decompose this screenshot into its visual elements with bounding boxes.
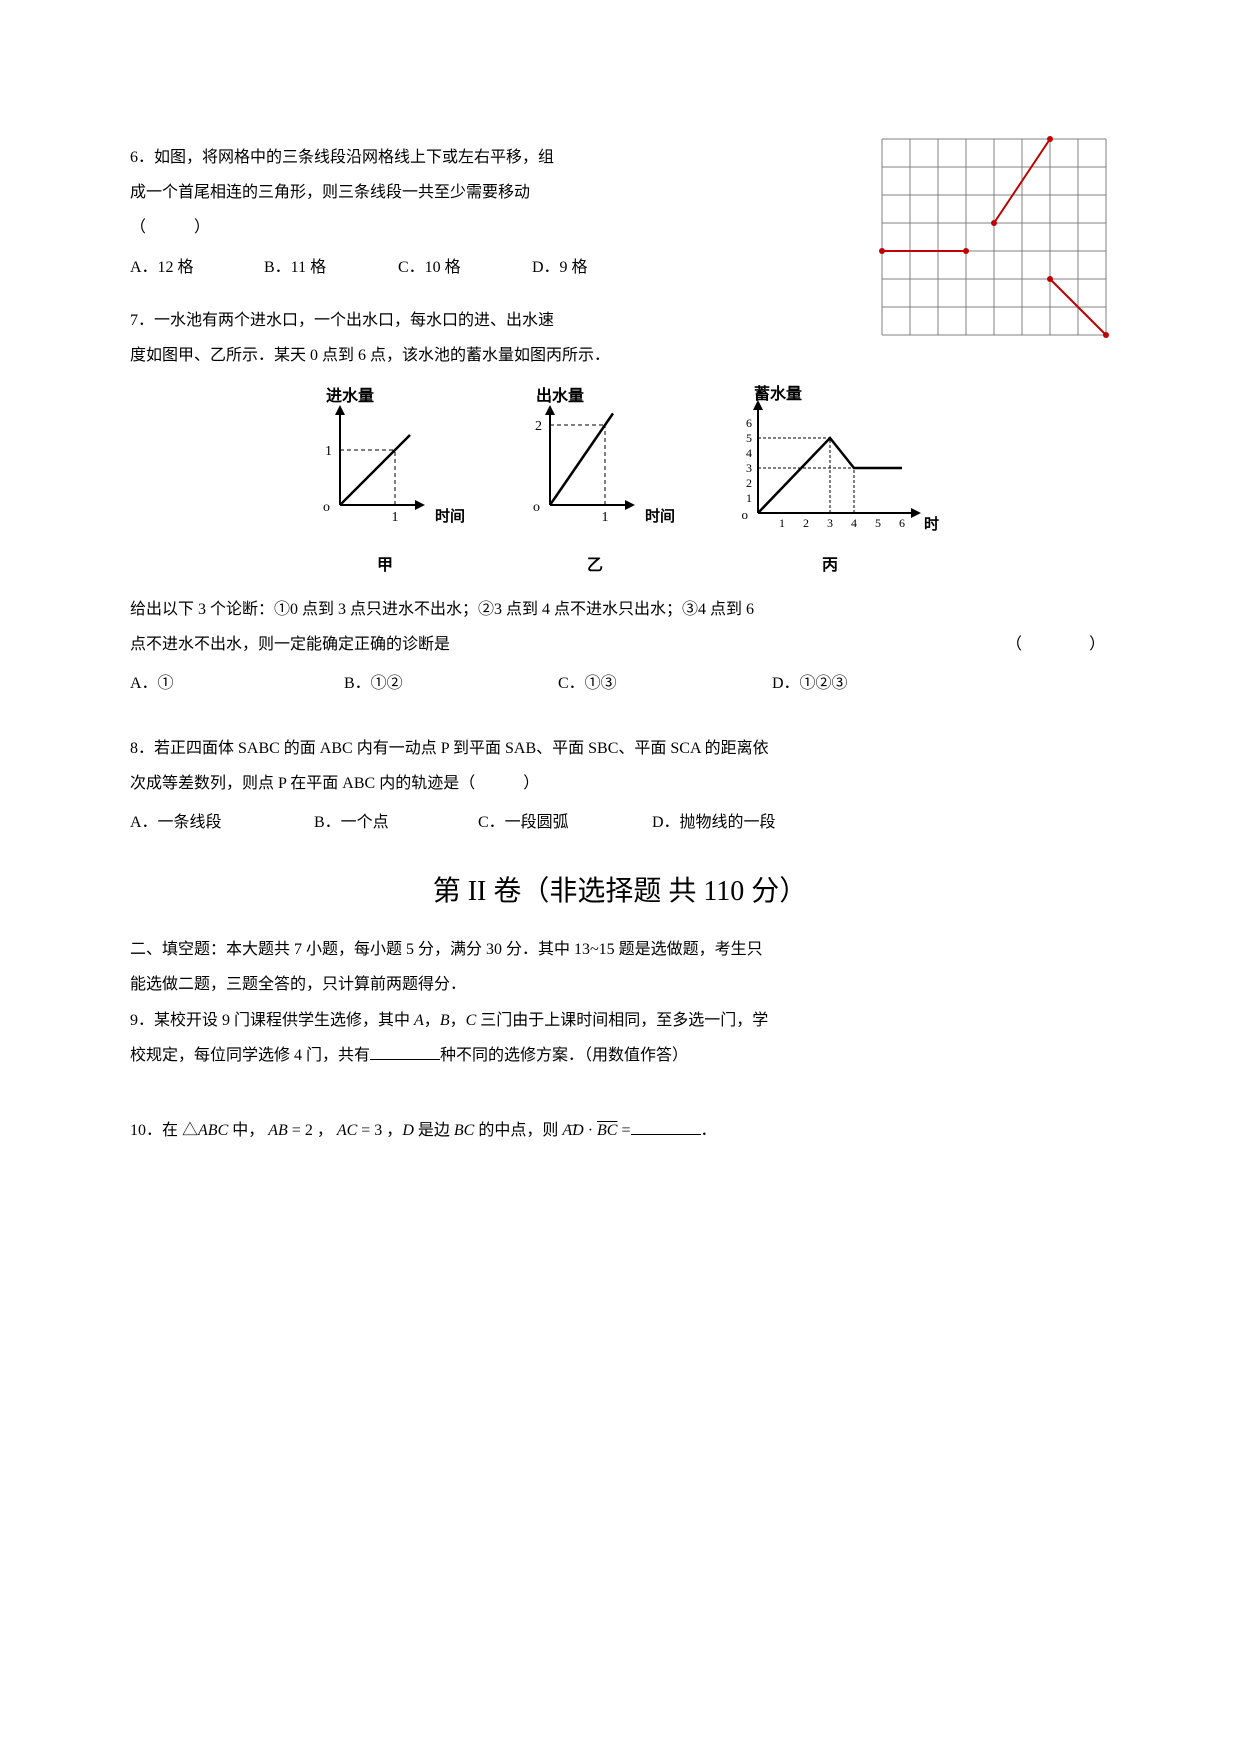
q9-A: A [414, 1012, 424, 1029]
svg-text:o: o [323, 500, 330, 515]
question-8: 8．若正四面体 SABC 的面 ABC 内有一动点 P 到平面 SAB、平面 S… [130, 731, 1110, 841]
svg-text:2: 2 [535, 419, 542, 434]
q8-opt-b: B．一个点 [314, 805, 474, 840]
q9-line2-pre: 校规定，每位同学选修 4 门，共有 [130, 1047, 370, 1064]
q9-C: C [466, 1012, 477, 1029]
caption-yi: 乙 [492, 548, 698, 583]
svg-text:6: 6 [899, 516, 905, 530]
svg-text:1: 1 [392, 510, 399, 525]
q10-end: ． [701, 1122, 717, 1139]
svg-text:3: 3 [746, 461, 752, 475]
q9-blank [370, 1043, 440, 1060]
svg-text:1: 1 [602, 510, 609, 525]
q9-pre: 9．某校开设 9 门课程供学生选修，其中 [130, 1012, 414, 1029]
svg-text:2: 2 [803, 516, 809, 530]
q7-line2: 度如图甲、乙所示．某天 0 点到 6 点，该水池的蓄水量如图丙所示． [130, 338, 1110, 373]
q10-dot: · [584, 1122, 597, 1139]
question-9: 9．某校开设 9 门课程供学生选修，其中 A，B，C 三门由于上课时间相同，至多… [130, 1003, 1110, 1073]
svg-text:4: 4 [746, 446, 752, 460]
fill-instr-2: 能选做二题，三题全答的，只计算前两题得分． [130, 967, 1110, 1002]
caption-bing: 丙 [702, 548, 958, 583]
q6-opt-a: A．12 格 [130, 250, 260, 285]
chart-bing: 蓄水量o123456123456时间 [720, 385, 940, 535]
q9-sep1: ， [424, 1012, 440, 1029]
caption-jia: 甲 [282, 548, 488, 583]
fill-instr-1: 二、填空题：本大题共 7 小题，每小题 5 分，满分 30 分．其中 13~15… [130, 932, 1110, 967]
q7-charts: 进水量o11时间 甲 出水量o21时间 乙 蓄水量o123456123456时间… [130, 385, 1110, 583]
q9-sep2: ， [450, 1012, 466, 1029]
q10-abc: ABC [198, 1122, 228, 1139]
q8-options: A．一条线段 B．一个点 C．一段圆弧 D．抛物线的一段 [130, 805, 1110, 840]
q10-eq3: = 3 ， [357, 1122, 402, 1139]
q6-opt-c: C．10 格 [398, 250, 528, 285]
question-7: 7．一水池有两个进水口，一个出水口，每水口的进、出水速 度如图甲、乙所示．某天 … [130, 303, 1110, 701]
q9-B: B [440, 1012, 450, 1029]
q10-eq2: = 2 ， [288, 1122, 337, 1139]
svg-text:5: 5 [746, 431, 752, 445]
svg-text:o: o [533, 500, 540, 515]
q8-opt-d: D．抛物线的一段 [652, 805, 776, 840]
q8-line2: 次成等差数列，则点 P 在平面 ABC 内的轨迹是（ ） [130, 766, 1110, 801]
svg-text:6: 6 [746, 416, 752, 430]
q8-opt-a: A．一条线段 [130, 805, 310, 840]
svg-text:3: 3 [827, 516, 833, 530]
q10-eq: = [617, 1122, 630, 1139]
svg-text:1: 1 [325, 444, 332, 459]
q7-opt-b: B．①② [344, 666, 554, 701]
svg-text:5: 5 [875, 516, 881, 530]
svg-text:进水量: 进水量 [326, 386, 374, 405]
question-6-text: 6．如图，将网格中的三条线段沿网格线上下或左右平移，组 成一个首尾相连的三角形，… [130, 140, 650, 285]
q8-line1: 8．若正四面体 SABC 的面 ABC 内有一动点 P 到平面 SAB、平面 S… [130, 731, 1110, 766]
q10-pre: 10．在 △ [130, 1122, 198, 1139]
q6-line2: 成一个首尾相连的三角形，则三条线段一共至少需要移动 [130, 175, 650, 210]
q8-opt-c: C．一段圆弧 [478, 805, 648, 840]
q7-opt-d: D．①②③ [772, 666, 848, 701]
q6-line1: 6．如图，将网格中的三条线段沿网格线上下或左右平移，组 [130, 140, 650, 175]
q10-d: D [402, 1122, 414, 1139]
svg-text:时间: 时间 [645, 507, 675, 525]
q9-line2-post: 种不同的选修方案．（用数值作答） [440, 1047, 688, 1064]
svg-text:蓄水量: 蓄水量 [754, 385, 802, 403]
q10-mid2: 是边 [414, 1122, 454, 1139]
q10-mid1: 中， [228, 1122, 268, 1139]
question-10: 10．在 △ABC 中， AB = 2 ， AC = 3 ，D 是边 BC 的中… [130, 1113, 1110, 1148]
q6-line3: （ ） [130, 210, 650, 245]
chart-yi: 出水量 o 2 1 时间 [510, 385, 680, 535]
svg-text:时间: 时间 [435, 507, 465, 525]
q6-grid-figure [878, 135, 1110, 339]
svg-text:时间: 时间 [924, 515, 940, 533]
q10-ab: AB [268, 1122, 288, 1139]
q10-vec-bc: BC [597, 1122, 617, 1139]
chart-jia: 进水量 o 1 1 时间 [300, 385, 470, 535]
svg-text:4: 4 [851, 516, 857, 530]
q6-opt-d: D．9 格 [532, 250, 588, 285]
svg-text:o: o [742, 507, 749, 522]
question-6: 6．如图，将网格中的三条线段沿网格线上下或左右平移，组 成一个首尾相连的三角形，… [130, 140, 1110, 285]
svg-text:1: 1 [746, 491, 752, 505]
q7-opt-c: C．①③ [558, 666, 768, 701]
section-heading: 第 II 卷（非选择题 共 110 分） [130, 861, 1110, 923]
q7-opt-a: A．① [130, 666, 340, 701]
q7-after2-paren: （ ） [1006, 627, 1110, 662]
q7-after2-pre: 点不进水不出水，则一定能确定正确的诊断是 [130, 636, 450, 653]
q6-opt-b: B．11 格 [264, 250, 394, 285]
q6-options: A．12 格 B．11 格 C．10 格 D．9 格 [130, 250, 650, 285]
q7-after2: 点不进水不出水，则一定能确定正确的诊断是 （ ） [130, 627, 1110, 662]
svg-text:1: 1 [779, 516, 785, 530]
q10-blank [631, 1118, 701, 1135]
q10-mid3: 的中点，则 [474, 1122, 562, 1139]
q9-post1: 三门由于上课时间相同，至多选一门，学 [476, 1012, 768, 1029]
q7-after1: 给出以下 3 个论断：①0 点到 3 点只进水不出水；②3 点到 4 点不进水只… [130, 592, 1110, 627]
svg-text:出水量: 出水量 [536, 386, 584, 405]
q7-options: A．① B．①② C．①③ D．①②③ [130, 666, 1110, 701]
q10-bc: BC [454, 1122, 474, 1139]
svg-text:2: 2 [746, 476, 752, 490]
q10-ac: AC [337, 1122, 357, 1139]
